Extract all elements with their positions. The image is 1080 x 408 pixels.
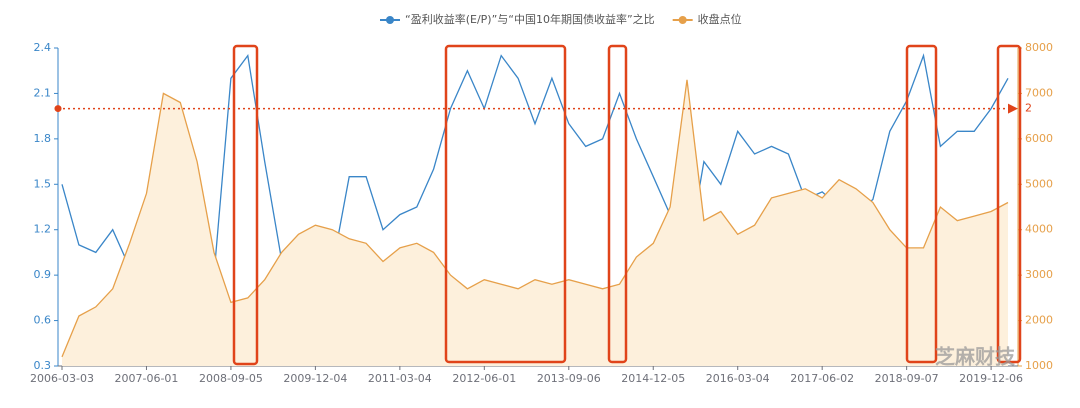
highlight-box: [444, 44, 567, 364]
y2-tick-label: 3000: [1025, 268, 1053, 281]
x-tick-label: 2017-06-02: [790, 372, 854, 385]
y2-tick-label: 2000: [1025, 314, 1053, 327]
x-tick-label: 2007-06-01: [114, 372, 178, 385]
x-tick-label: 2006-03-03: [30, 372, 94, 385]
y-tick-label: 2.1: [34, 86, 52, 99]
highlight-box: [905, 44, 938, 364]
x-tick-label: 2013-09-06: [537, 372, 601, 385]
highlight-boxes: [232, 44, 1022, 366]
y-tick-label: 1.5: [34, 177, 52, 190]
plot: 0.3 0.6 0.9 1.2 1.5 1.8 2.1 2.4 1000 2000 3000 4000…: [30, 12, 1053, 385]
y2-tick-label: 8000: [1025, 41, 1053, 54]
watermark: 芝麻财技: [935, 345, 1016, 369]
reference-start: [54, 105, 62, 113]
y2-tick-label: 6000: [1025, 132, 1053, 145]
x-tick-label: 2012-06-01: [452, 372, 516, 385]
highlight-box: [232, 44, 259, 366]
legend-dot: [386, 16, 394, 24]
x-tick-label: 2018-09-07: [875, 372, 939, 385]
x-tick-label: 2009-12-04: [283, 372, 347, 385]
x-tick-label: 2008-09-05: [199, 372, 263, 385]
area: [62, 79, 1008, 367]
x-tick-label: 2016-03-04: [706, 372, 770, 385]
y2-tick-label: 7000: [1025, 86, 1053, 99]
line: [61, 79, 1009, 358]
y-tick-label: 1.8: [34, 132, 52, 145]
reference-arrow: [1008, 103, 1018, 114]
x-tick-label: 2011-03-04: [368, 372, 432, 385]
y2-tick-label: 1000: [1025, 359, 1053, 372]
highlight-box: [607, 44, 628, 364]
x-tick-label: 2014-12-05: [621, 372, 685, 385]
y2-tick-label: 4000: [1025, 223, 1053, 236]
y-tick-label: 2.4: [34, 41, 52, 54]
highlight-box: [996, 44, 1022, 364]
reference-label: 2: [1025, 102, 1032, 115]
legend-label: “盈利收益率(E/P)”与“中国10年期国债收益率”之比: [405, 12, 655, 26]
y2-tick-label: 5000: [1025, 177, 1053, 190]
legend-dot: [678, 16, 687, 24]
y-tick-label: 1.2: [34, 223, 52, 236]
y-tick-label: 0.6: [34, 314, 52, 327]
y-tick-label: 0.9: [34, 268, 52, 281]
legend-label: 收盘点位: [698, 12, 742, 26]
x-tick-label: 2019-12-06: [959, 372, 1023, 385]
y-tick-label: 0.3: [34, 359, 52, 372]
